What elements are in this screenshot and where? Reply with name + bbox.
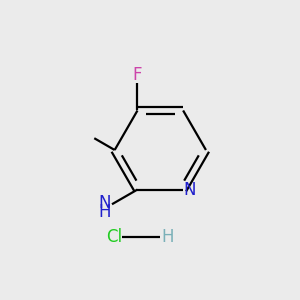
Text: N: N: [183, 181, 196, 199]
Text: H: H: [98, 203, 111, 221]
Text: N: N: [98, 194, 111, 212]
Text: Cl: Cl: [106, 228, 123, 246]
Text: F: F: [133, 66, 142, 84]
Text: H: H: [161, 228, 174, 246]
